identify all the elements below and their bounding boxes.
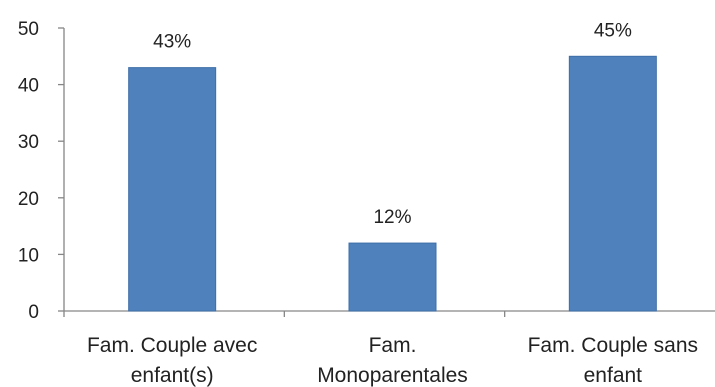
category-label: Monoparentales (317, 364, 468, 387)
y-tick-label: 40 (18, 76, 39, 97)
y-tick-label: 0 (28, 302, 39, 323)
category-label: Fam. Couple sans (528, 334, 698, 357)
y-tick-label: 10 (18, 245, 39, 266)
data-label: 43% (153, 32, 191, 53)
bar (128, 67, 217, 312)
y-tick-label: 20 (18, 189, 39, 210)
bar (568, 55, 657, 312)
category-label: enfant (584, 364, 643, 387)
bars (128, 55, 657, 312)
labels: 43% Fam. Couple avec enfant(s) 12% Fam. Monop… (87, 20, 698, 387)
category-label: Fam. (369, 334, 417, 357)
category-label: enfant(s) (131, 364, 214, 387)
bar (348, 242, 437, 312)
y-tick-label: 50 (18, 19, 39, 40)
y-tick-label: 30 (18, 132, 39, 153)
category-label: Fam. Couple avec (87, 334, 257, 357)
data-label: 12% (373, 207, 411, 228)
data-label: 45% (594, 20, 632, 41)
